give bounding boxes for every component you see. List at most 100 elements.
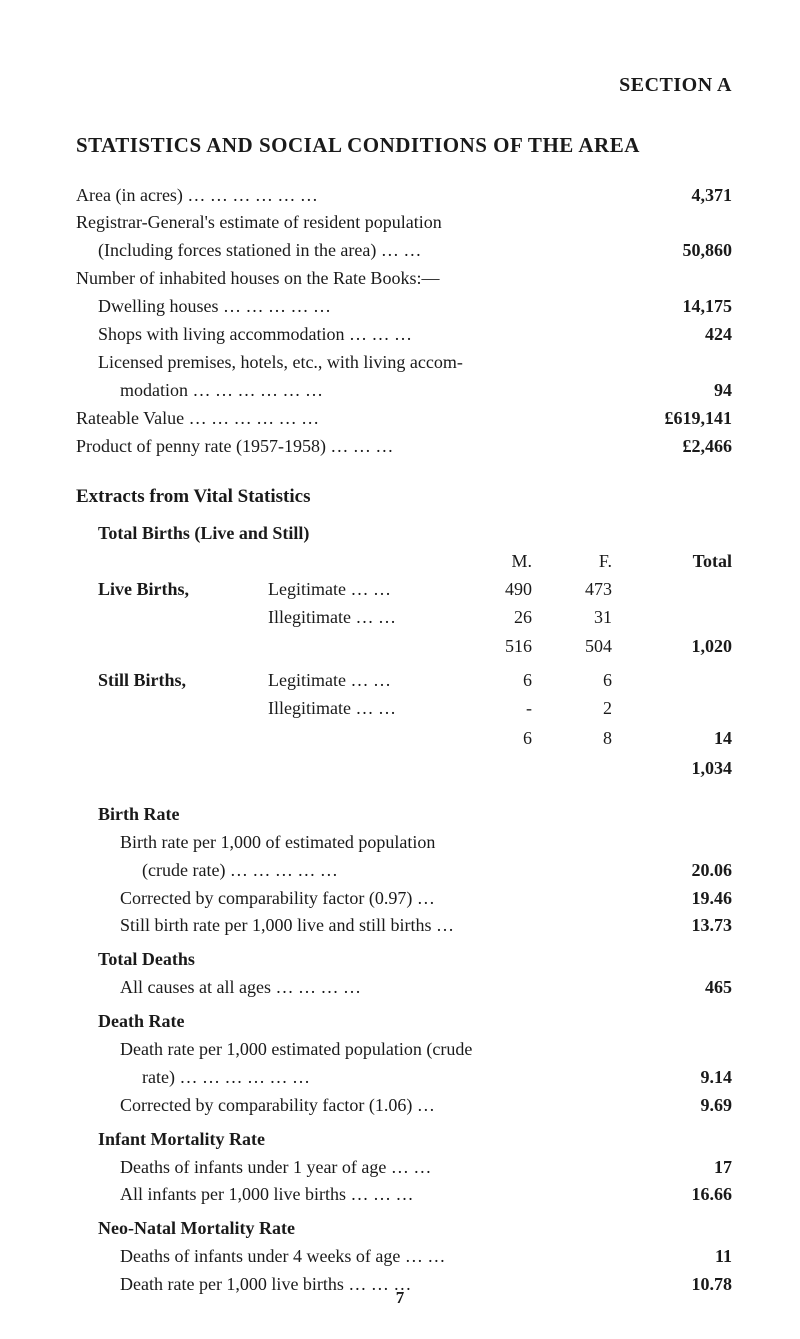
penny-row: Product of penny rate (1957-1958) … … … … — [76, 433, 732, 461]
lb-sum-m: 516 — [462, 633, 532, 661]
rateable-row: Rateable Value … … … … … … £619,141 — [76, 405, 732, 433]
col-f: F. — [532, 548, 612, 576]
inhabited-line: Number of inhabited houses on the Rate B… — [76, 265, 732, 293]
br-line1a: Birth rate per 1,000 of estimated popula… — [76, 829, 732, 857]
dwelling-row: Dwelling houses … … … … … 14,175 — [76, 293, 732, 321]
rateable-value: £619,141 — [612, 405, 732, 433]
registrar-line: Registrar-General's estimate of resident… — [76, 209, 732, 237]
col-m: M. — [462, 548, 532, 576]
dr-corr-value: 9.69 — [612, 1092, 732, 1120]
lb-leg-m: 490 — [462, 576, 532, 604]
blank8 — [612, 667, 732, 695]
mf-header: M. F. Total — [76, 548, 732, 576]
page: SECTION A STATISTICS AND SOCIAL CONDITIO… — [0, 0, 800, 1339]
dr-line1b: rate) … … … … … … 9.14 — [76, 1064, 732, 1092]
td-label: All causes at all ages … … … … — [76, 974, 612, 1002]
live-leg-desc: Legitimate … … — [268, 576, 462, 604]
sb-leg-m: 6 — [462, 667, 532, 695]
blank4 — [76, 604, 268, 632]
imr-label1: Deaths of infants under 1 year of age … … — [76, 1154, 612, 1182]
nn-value1: 11 — [612, 1243, 732, 1271]
imr-value1: 17 — [612, 1154, 732, 1182]
td-value: 465 — [612, 974, 732, 1002]
birth-rate-heading: Birth Rate — [76, 801, 732, 829]
dr-corr-label: Corrected by comparability factor (1.06)… — [76, 1092, 612, 1120]
shops-value: 424 — [612, 321, 732, 349]
dr-line2: Corrected by comparability factor (1.06)… — [76, 1092, 732, 1120]
blank3 — [612, 576, 732, 604]
br-line1b: (crude rate) … … … … … 20.06 — [76, 857, 732, 885]
main-heading: STATISTICS AND SOCIAL CONDITIONS OF THE … — [76, 129, 732, 162]
lb-illeg-m: 26 — [462, 604, 532, 632]
forces-value: 50,860 — [612, 237, 732, 265]
sb-illeg-f: 2 — [532, 695, 612, 723]
blank7 — [268, 633, 462, 661]
nnmr-heading: Neo-Natal Mortality Rate — [76, 1215, 732, 1243]
page-number: 7 — [0, 1285, 800, 1311]
lb-illeg-f: 31 — [532, 604, 612, 632]
sb-total: 14 — [612, 725, 732, 753]
total-births-heading: Total Births (Live and Still) — [76, 520, 732, 548]
extracts-heading: Extracts from Vital Statistics — [76, 482, 732, 511]
nn-line1: Deaths of infants under 4 weeks of age …… — [76, 1243, 732, 1271]
sb-sum-m: 6 — [462, 725, 532, 753]
blank6 — [76, 633, 268, 661]
br-crude-label: (crude rate) … … … … … — [76, 857, 612, 885]
blank2 — [268, 548, 462, 576]
area-row: Area (in acres) … … … … … … 4,371 — [76, 182, 732, 210]
col-total: Total — [612, 548, 732, 576]
blank11 — [76, 725, 268, 753]
licensed-row2: modation … … … … … … 94 — [76, 377, 732, 405]
still-births-label: Still Births, — [76, 667, 268, 695]
still-illeg-desc: Illegitimate … … — [268, 695, 462, 723]
area-value: 4,371 — [612, 182, 732, 210]
sb-leg-f: 6 — [532, 667, 612, 695]
forces-row: (Including forces stationed in the area)… — [76, 237, 732, 265]
imr-label2: All infants per 1,000 live births … … … — [76, 1181, 612, 1209]
still-sum-row: 6 8 14 — [76, 725, 732, 753]
licensed-line1: Licensed premises, hotels, etc., with li… — [76, 349, 732, 377]
imr-value2: 16.66 — [612, 1181, 732, 1209]
br-line2: Corrected by comparability factor (0.97)… — [76, 885, 732, 913]
blank10 — [612, 695, 732, 723]
shops-label: Shops with living accommodation … … … — [76, 321, 612, 349]
death-rate-heading: Death Rate — [76, 1008, 732, 1036]
blank15 — [462, 755, 532, 783]
blank5 — [612, 604, 732, 632]
section-label: SECTION A — [76, 70, 732, 101]
dr-crude-value: 9.14 — [612, 1064, 732, 1092]
licensed-label2: modation … … … … … … — [76, 377, 612, 405]
live-illeg-desc: Illegitimate … … — [268, 604, 462, 632]
blank — [76, 548, 268, 576]
nn-label1: Deaths of infants under 4 weeks of age …… — [76, 1243, 612, 1271]
br-still-value: 13.73 — [612, 912, 732, 940]
forces-label: (Including forces stationed in the area)… — [76, 237, 612, 265]
lb-sum-f: 504 — [532, 633, 612, 661]
total-deaths-heading: Total Deaths — [76, 946, 732, 974]
br-line3: Still birth rate per 1,000 live and stil… — [76, 912, 732, 940]
br-corr-value: 19.46 — [612, 885, 732, 913]
blank9 — [76, 695, 268, 723]
penny-value: £2,466 — [612, 433, 732, 461]
imr-heading: Infant Mortality Rate — [76, 1126, 732, 1154]
br-corr-label: Corrected by comparability factor (0.97)… — [76, 885, 612, 913]
sb-sum-f: 8 — [532, 725, 612, 753]
blank12 — [268, 725, 462, 753]
shops-row: Shops with living accommodation … … … 42… — [76, 321, 732, 349]
rateable-label: Rateable Value … … … … … … — [76, 405, 612, 433]
live-births-label: Live Births, — [76, 576, 268, 604]
blank14 — [246, 755, 462, 783]
imr-line1: Deaths of infants under 1 year of age … … — [76, 1154, 732, 1182]
still-leg-desc: Legitimate … … — [268, 667, 462, 695]
area-label: Area (in acres) … … … … … … — [76, 182, 612, 210]
live-illeg-row: Illegitimate … … 26 31 — [76, 604, 732, 632]
grand-total: 1,034 — [612, 755, 732, 783]
br-still-label: Still birth rate per 1,000 live and stil… — [76, 912, 612, 940]
penny-label: Product of penny rate (1957-1958) … … … — [76, 433, 612, 461]
dwelling-value: 14,175 — [612, 293, 732, 321]
grand-total-row: 1,034 — [76, 755, 732, 783]
still-leg-row: Still Births, Legitimate … … 6 6 — [76, 667, 732, 695]
live-leg-row: Live Births, Legitimate … … 490 473 — [76, 576, 732, 604]
imr-line2: All infants per 1,000 live births … … … … — [76, 1181, 732, 1209]
blank16 — [532, 755, 612, 783]
